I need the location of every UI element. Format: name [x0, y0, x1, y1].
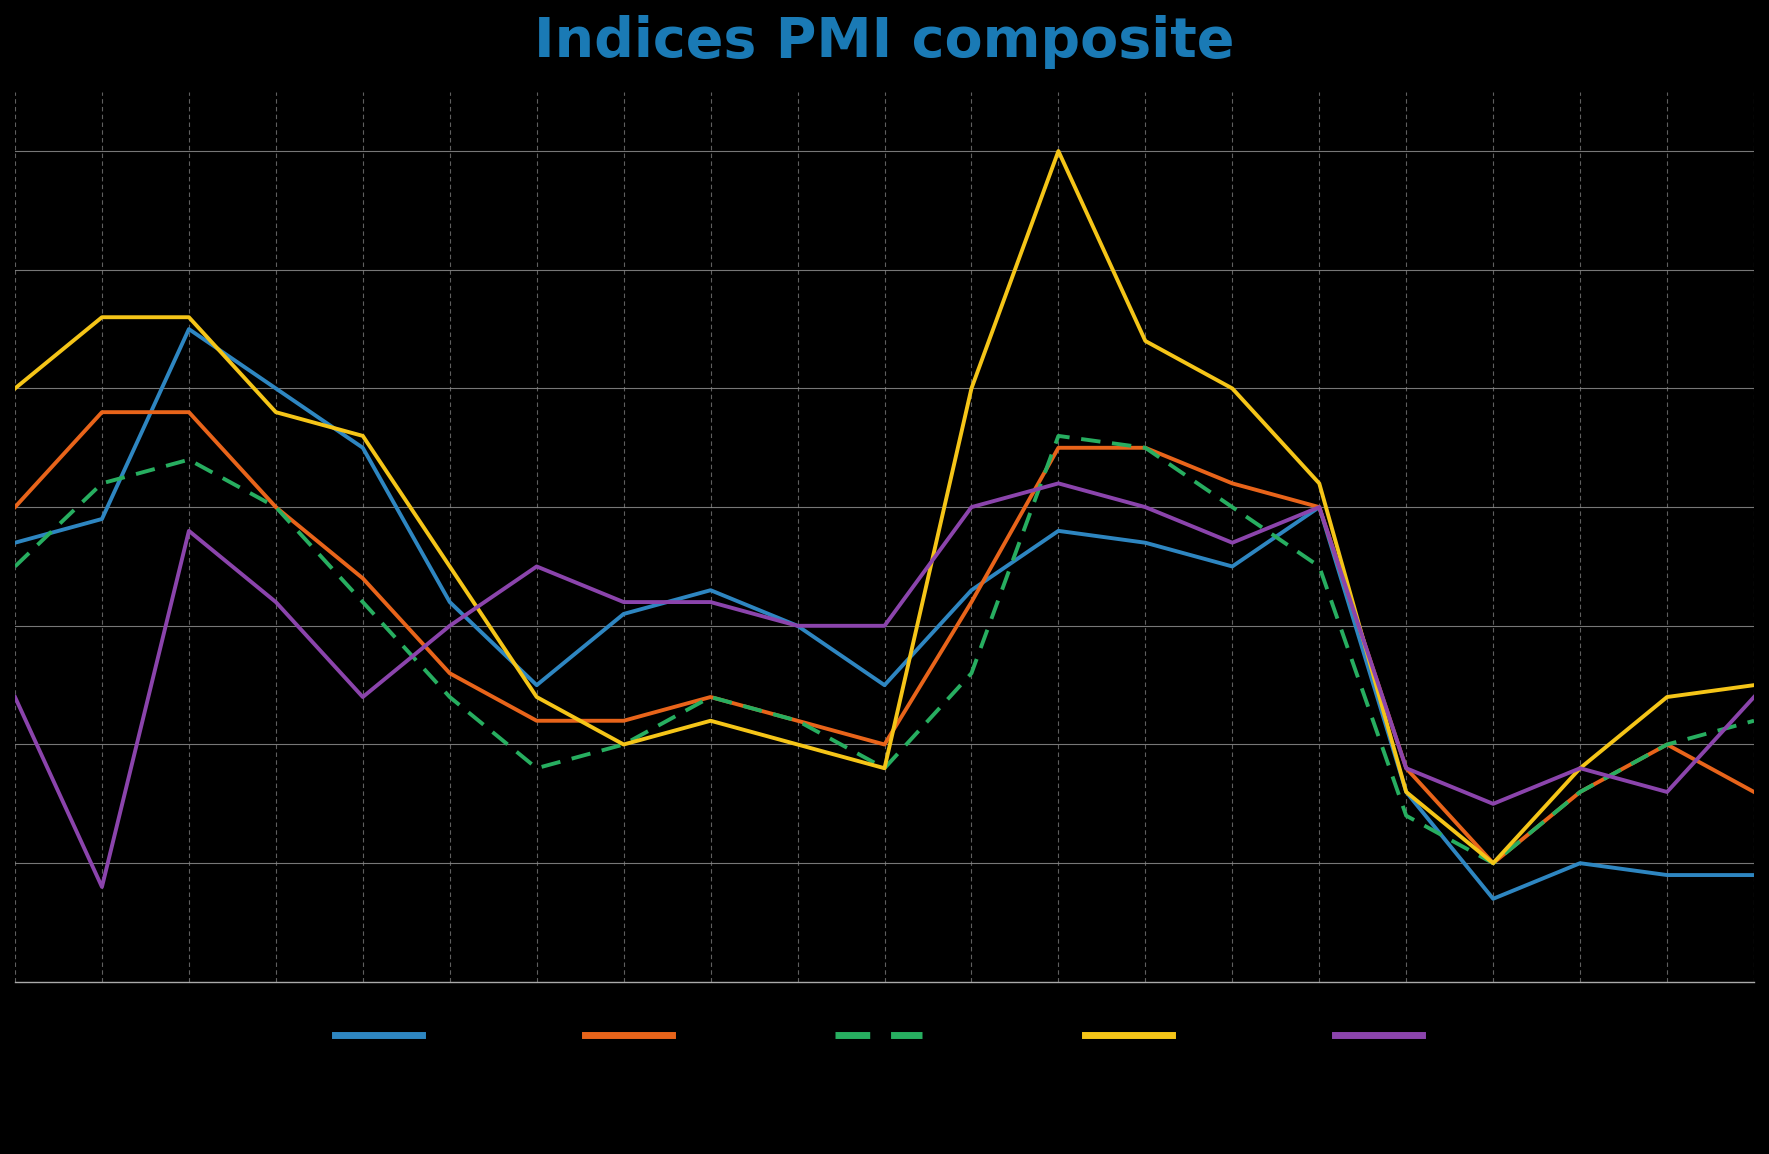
Title: Indices PMI composite: Indices PMI composite [534, 15, 1235, 69]
Legend: , , , , : , , , , [324, 1014, 1445, 1058]
